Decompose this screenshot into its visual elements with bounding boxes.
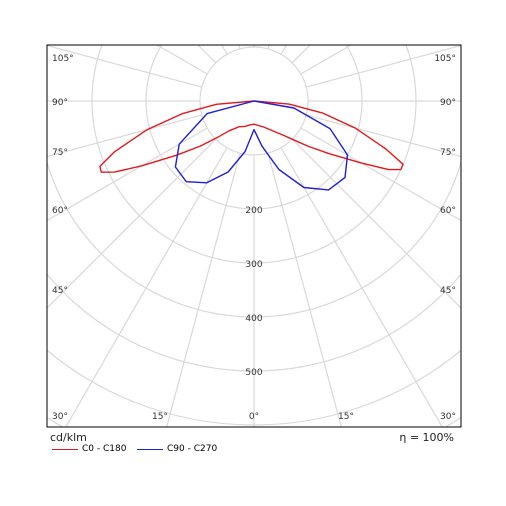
grid-spoke bbox=[291, 138, 461, 309]
angle-label-bottom: 15° bbox=[152, 412, 168, 422]
series-layer bbox=[99, 100, 404, 191]
grid-spoke bbox=[155, 45, 208, 75]
plot-frame bbox=[46, 44, 462, 428]
angle-label-left: 30° bbox=[52, 412, 68, 422]
grid-spoke bbox=[238, 45, 241, 49]
angle-label-left: 105° bbox=[52, 54, 74, 64]
grid-spoke bbox=[306, 45, 461, 88]
angle-label-bottom: 15° bbox=[338, 412, 354, 422]
angle-label-right: 60° bbox=[440, 206, 456, 216]
grid-spoke bbox=[267, 45, 270, 49]
legend-swatch-c90 bbox=[137, 448, 163, 450]
legend-item-c90: C90 - C270 bbox=[137, 444, 217, 454]
grid-spoke bbox=[220, 45, 228, 55]
unit-label: cd/klm bbox=[50, 431, 87, 444]
grid-spoke bbox=[300, 127, 461, 222]
series-c90-c270-curve bbox=[174, 100, 349, 191]
angle-label-right: 90° bbox=[440, 98, 456, 108]
angle-label-right: 30° bbox=[440, 412, 456, 422]
grid-spoke bbox=[166, 153, 241, 427]
legend-swatch-c0 bbox=[52, 448, 78, 450]
axis-labels: 105° 90° 75° 60° 45° 30° 105° 90° 75° 60° 45° 30° 15… bbox=[52, 54, 456, 422]
angle-label-bottom: 0° bbox=[249, 412, 259, 422]
grid-spoke bbox=[300, 45, 353, 75]
ring-value-label: 300 bbox=[245, 260, 262, 270]
grid-spoke bbox=[47, 127, 208, 222]
polar-grid bbox=[47, 45, 461, 427]
grid-spoke bbox=[47, 138, 217, 309]
angle-label-right: 45° bbox=[440, 286, 456, 296]
angle-label-right: 105° bbox=[434, 54, 456, 64]
grid-spoke bbox=[280, 147, 443, 427]
angle-label-left: 90° bbox=[52, 98, 68, 108]
grid-spoke bbox=[280, 45, 288, 55]
grid-spoke bbox=[197, 45, 217, 64]
grid-spoke bbox=[291, 45, 311, 64]
efficiency-label: η = 100% bbox=[399, 431, 454, 444]
angle-label-left: 60° bbox=[52, 206, 68, 216]
grid-spoke bbox=[306, 114, 461, 158]
angle-label-left: 45° bbox=[52, 286, 68, 296]
legend-label-c0: C0 - C180 bbox=[82, 444, 127, 454]
angle-label-left: 75° bbox=[52, 148, 68, 158]
grid-spoke bbox=[65, 147, 228, 427]
angle-label-right: 75° bbox=[440, 148, 456, 158]
ring-value-label: 500 bbox=[245, 368, 262, 378]
grid-spoke bbox=[267, 153, 342, 427]
grid-spoke bbox=[47, 45, 202, 88]
ring-value-label: 400 bbox=[245, 314, 262, 324]
ring-value-label: 200 bbox=[245, 206, 262, 216]
legend-label-c90: C90 - C270 bbox=[167, 444, 218, 454]
series-c0-c180-curve bbox=[99, 100, 404, 173]
legend-item-c0: C0 - C180 bbox=[52, 444, 126, 454]
